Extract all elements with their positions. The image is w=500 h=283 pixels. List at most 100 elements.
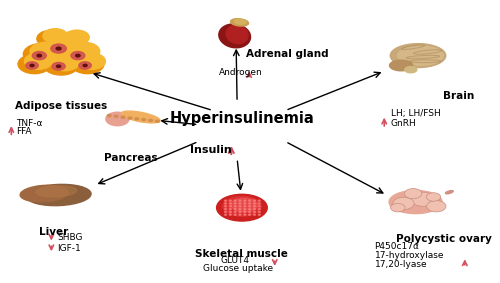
Circle shape [128,117,132,119]
Circle shape [40,35,82,59]
Text: LH; LH/FSH: LH; LH/FSH [390,109,440,118]
Ellipse shape [106,112,129,126]
Text: P450c17α: P450c17α [374,242,420,251]
Circle shape [121,116,125,118]
Circle shape [258,206,260,207]
Circle shape [411,192,435,206]
Circle shape [254,214,256,215]
Circle shape [156,120,160,122]
Circle shape [83,64,87,67]
Circle shape [254,203,256,204]
Ellipse shape [26,184,91,206]
Circle shape [248,206,250,207]
Circle shape [224,209,226,210]
Circle shape [239,211,241,213]
Circle shape [50,53,80,71]
Circle shape [244,211,246,213]
Text: SHBG: SHBG [58,233,83,242]
Text: Liver: Liver [39,227,68,237]
Text: GLUT4: GLUT4 [220,256,249,265]
Circle shape [244,214,246,215]
Circle shape [254,209,256,210]
Ellipse shape [398,46,444,65]
Text: GnRH: GnRH [390,119,416,128]
Ellipse shape [216,194,267,221]
Circle shape [239,200,241,201]
Circle shape [230,206,232,207]
Circle shape [248,200,250,201]
Circle shape [71,55,104,74]
Circle shape [30,64,34,67]
Circle shape [32,52,46,60]
Ellipse shape [390,44,446,68]
Circle shape [239,214,241,215]
Circle shape [230,214,232,215]
Circle shape [37,54,42,57]
Text: TNF-α: TNF-α [16,119,42,128]
Circle shape [48,34,82,54]
Ellipse shape [234,20,246,24]
Circle shape [248,214,250,215]
Text: Pancreas: Pancreas [104,153,158,163]
Ellipse shape [121,111,160,123]
Ellipse shape [219,24,250,48]
Circle shape [258,209,260,210]
Circle shape [224,200,226,201]
Circle shape [248,209,250,210]
Ellipse shape [390,60,412,71]
Circle shape [135,118,138,120]
Text: IGF-1: IGF-1 [58,244,82,253]
Circle shape [30,42,61,61]
Ellipse shape [231,198,258,212]
Ellipse shape [389,190,442,214]
Text: 17,20-lyase: 17,20-lyase [374,260,427,269]
Circle shape [24,53,52,69]
Ellipse shape [230,19,248,26]
Circle shape [426,201,446,212]
Circle shape [68,42,100,61]
Circle shape [244,209,246,210]
Circle shape [393,197,414,210]
Ellipse shape [36,186,76,197]
Ellipse shape [222,196,261,216]
Ellipse shape [404,67,417,73]
Circle shape [258,211,260,213]
Circle shape [224,211,226,213]
Circle shape [234,211,236,213]
Circle shape [43,29,68,43]
Ellipse shape [446,190,454,194]
Circle shape [258,200,260,201]
Ellipse shape [226,25,248,44]
Circle shape [78,53,106,69]
Text: 17-hydroxylase: 17-hydroxylase [374,251,444,260]
Circle shape [244,206,246,207]
Text: Androgen: Androgen [219,68,263,77]
Circle shape [244,203,246,204]
Circle shape [234,209,236,210]
Circle shape [390,203,405,212]
Circle shape [244,200,246,201]
Circle shape [254,211,256,213]
Circle shape [239,209,241,210]
Circle shape [258,203,260,204]
Circle shape [76,54,80,57]
Text: Brain: Brain [444,91,474,101]
Circle shape [224,203,226,204]
Circle shape [230,200,232,201]
Circle shape [24,44,60,65]
Circle shape [56,65,60,68]
Circle shape [234,214,236,215]
Text: Hyperinsulinemia: Hyperinsulinemia [170,112,314,127]
Circle shape [230,211,232,213]
Ellipse shape [20,185,68,202]
Circle shape [230,209,232,210]
Circle shape [37,30,66,47]
Circle shape [114,115,118,117]
Text: Skeletal muscle: Skeletal muscle [196,249,288,259]
Circle shape [58,32,87,49]
Circle shape [258,214,260,215]
Circle shape [254,206,256,207]
Circle shape [234,200,236,201]
Circle shape [18,55,51,74]
Circle shape [224,214,226,215]
